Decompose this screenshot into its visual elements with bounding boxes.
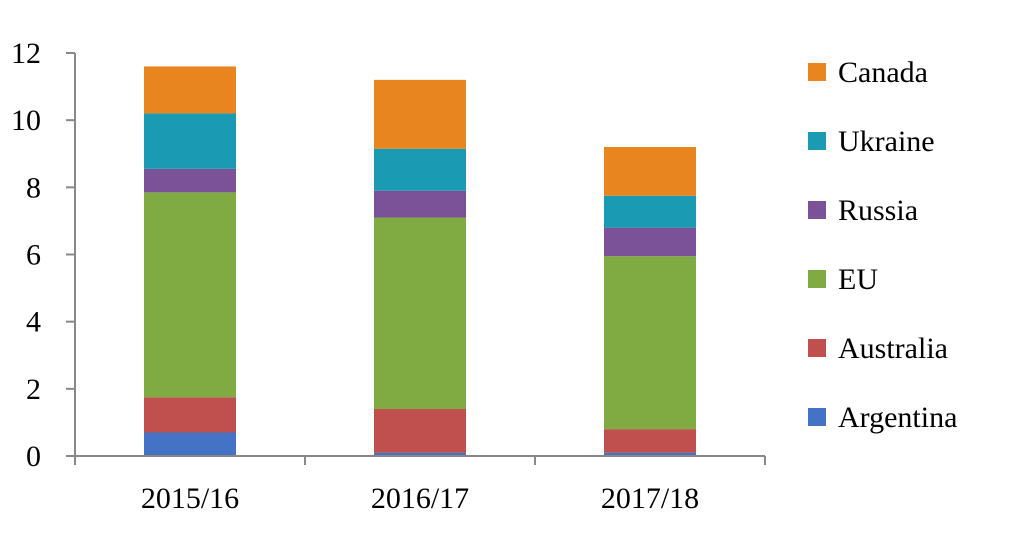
y-tick-label: 6 [26, 239, 41, 272]
bar-australia-1 [374, 408, 466, 453]
bar-ukraine-1 [374, 148, 466, 191]
x-tick-label: 2016/17 [371, 482, 469, 515]
bar-australia-0 [144, 397, 236, 433]
legend-label-eu: EU [838, 263, 878, 296]
legend-swatch-russia [808, 201, 826, 219]
x-axis: 2015/16 2016/17 2017/18 [74, 455, 766, 515]
legend-swatch-ukraine [808, 132, 826, 150]
bar-ukraine-2 [604, 195, 696, 228]
legend-label-australia: Australia [838, 332, 948, 365]
y-tick-label: 2 [26, 373, 41, 406]
legend-swatch-canada [808, 63, 826, 81]
y-tick-label: 0 [26, 440, 41, 473]
legend-label-russia: Russia [838, 194, 918, 227]
y-tick-label: 4 [26, 306, 41, 339]
legend-swatch-australia [808, 339, 826, 357]
x-tick-label: 2015/16 [141, 482, 239, 515]
legend: Canada Ukraine Russia EU Australia Argentina [808, 56, 957, 434]
y-tick-label: 8 [26, 171, 41, 204]
bar-russia-1 [374, 190, 466, 218]
bar-argentina-1 [374, 452, 466, 456]
y-axis: 0 2 4 6 8 10 12 [11, 37, 76, 473]
bar-canada-1 [374, 79, 466, 149]
x-tick-label: 2017/18 [601, 482, 699, 515]
legend-swatch-argentina [808, 408, 826, 426]
bar-australia-2 [604, 429, 696, 453]
bar-canada-0 [144, 66, 236, 114]
legend-label-ukraine: Ukraine [838, 125, 935, 158]
bar-argentina-0 [144, 432, 236, 456]
bar-eu-1 [374, 217, 466, 409]
legend-swatch-eu [808, 270, 826, 288]
y-tick-label: 12 [11, 37, 41, 70]
bar-argentina-2 [604, 452, 696, 456]
legend-label-argentina: Argentina [838, 401, 957, 434]
bars-group [144, 66, 696, 456]
bar-russia-0 [144, 168, 236, 193]
bar-ukraine-0 [144, 113, 236, 169]
bar-russia-2 [604, 227, 696, 257]
bar-eu-2 [604, 256, 696, 430]
bar-eu-0 [144, 192, 236, 398]
bar-canada-2 [604, 147, 696, 196]
y-tick-label: 10 [11, 104, 41, 137]
legend-label-canada: Canada [838, 56, 928, 89]
